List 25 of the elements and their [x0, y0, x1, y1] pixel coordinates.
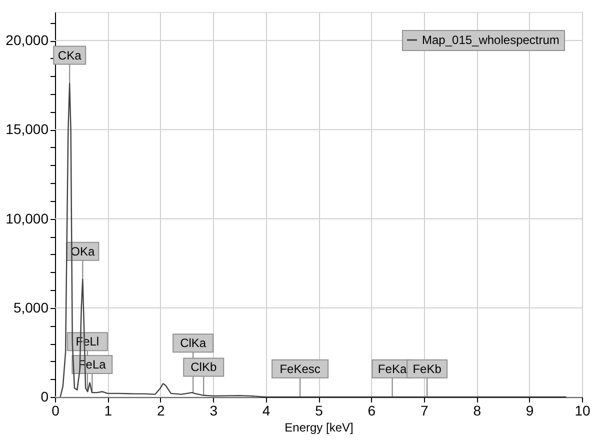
- x-tick-label: 4: [262, 402, 270, 418]
- line-series: [60, 82, 567, 398]
- x-tick-label: 3: [210, 402, 218, 418]
- annotation: FeKesc: [280, 362, 320, 376]
- y-tick-label: 10,000: [6, 210, 49, 226]
- y-tick-label: 20,000: [6, 32, 49, 48]
- x-tick-label: 2: [157, 402, 165, 418]
- x-tick-label: 0: [52, 402, 60, 418]
- x-tick-label: 6: [368, 402, 376, 418]
- x-axis-title: Energy [keV]: [284, 420, 354, 434]
- x-tick-label: 5: [315, 402, 324, 418]
- y-tick-label: 0: [40, 388, 49, 404]
- y-tick-label: 5,000: [13, 299, 49, 316]
- annotation: ClKb: [190, 360, 217, 374]
- x-tick-label: 10: [574, 402, 590, 418]
- annotation: FeKb: [412, 362, 442, 376]
- x-tick-label: 1: [104, 402, 112, 418]
- x-tick-label: 8: [473, 402, 482, 418]
- x-tick-label: 7: [420, 402, 428, 418]
- legend-label: Map_015_wholespectrum: [422, 33, 560, 47]
- x-tick-label: 9: [526, 402, 534, 418]
- annotation: ClKa: [180, 336, 206, 350]
- y-tick-label: 15,000: [6, 121, 49, 138]
- annotation: CKa: [58, 48, 82, 62]
- annotation: FeKa: [378, 362, 407, 376]
